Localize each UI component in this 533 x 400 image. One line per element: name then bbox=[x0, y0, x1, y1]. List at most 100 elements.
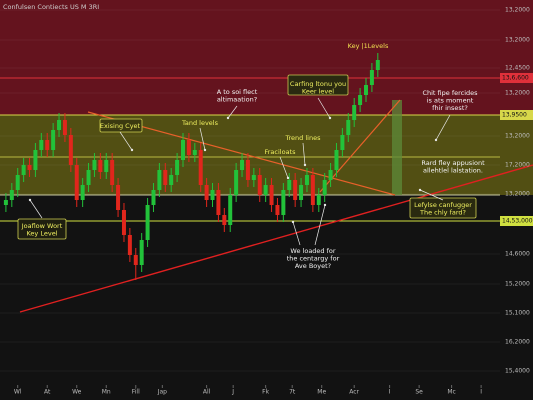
candle-body bbox=[86, 170, 91, 185]
annotation-box bbox=[17, 218, 67, 240]
annotation-text: Ave Boyet? bbox=[295, 262, 331, 270]
y-tick-label: 13,2000 bbox=[505, 133, 530, 140]
candle-body bbox=[316, 195, 321, 205]
breakout-line bbox=[319, 99, 401, 193]
annotation-text: Trend lines bbox=[285, 134, 322, 142]
candle-body bbox=[151, 190, 156, 205]
candle-body bbox=[358, 95, 363, 105]
candle-body bbox=[180, 140, 185, 160]
y-tick-label: 13,2000 bbox=[505, 37, 530, 44]
annotation-text: Keer level bbox=[302, 88, 334, 96]
candle-body bbox=[334, 150, 339, 170]
zone bbox=[0, 0, 533, 115]
annotation-text: A to soi flect bbox=[217, 88, 258, 96]
annotation-arrow bbox=[119, 131, 133, 151]
y-tick-label: 14,6000 bbox=[505, 251, 530, 258]
arrow-tip bbox=[226, 116, 230, 120]
arrow-tip bbox=[28, 198, 32, 202]
candle-body bbox=[216, 190, 221, 215]
candle-body bbox=[310, 175, 315, 205]
arrow-tip bbox=[418, 188, 422, 192]
candle-body bbox=[328, 170, 333, 180]
candle-body bbox=[299, 185, 304, 200]
candle-body bbox=[287, 180, 292, 190]
candle-body bbox=[45, 140, 50, 150]
annotation-text: Carfing ltonu you bbox=[290, 80, 346, 88]
candle-body bbox=[269, 185, 274, 205]
annotation-arrow bbox=[302, 142, 306, 166]
annotation-arrow bbox=[227, 105, 238, 119]
annotation-arrow bbox=[314, 204, 326, 246]
candle-body bbox=[98, 160, 103, 172]
arrow-tip bbox=[286, 176, 290, 180]
candle-body bbox=[192, 150, 197, 155]
candle-body bbox=[33, 150, 38, 170]
arrow-tip bbox=[130, 148, 134, 152]
candle-body bbox=[198, 150, 203, 185]
y-tick-label: 15,4000 bbox=[505, 368, 530, 375]
candle-body bbox=[133, 255, 138, 265]
level-badge bbox=[500, 73, 533, 83]
candle-body bbox=[175, 160, 180, 175]
annotation-text: Key |1Levels bbox=[348, 42, 389, 50]
annotation-text: the centargy for bbox=[287, 255, 340, 263]
annotation-arrow bbox=[279, 156, 289, 179]
x-tick-label: Fk bbox=[262, 389, 269, 396]
annotation-arrow bbox=[292, 221, 301, 246]
y-tick-label: 15,2000 bbox=[505, 281, 530, 288]
x-tick-label: 7t bbox=[289, 389, 296, 396]
x-tick-label: We bbox=[72, 389, 82, 396]
candle-body bbox=[234, 170, 239, 195]
annotation-text: Lefylse canfugger bbox=[414, 201, 472, 209]
candle-body bbox=[228, 195, 233, 225]
x-tick-label: J bbox=[231, 389, 234, 396]
candle-body bbox=[340, 135, 345, 150]
x-tick-label: Me bbox=[317, 389, 326, 396]
level-label: 14,53,000 bbox=[502, 218, 533, 225]
y-tick-label: 13,2000 bbox=[505, 90, 530, 97]
support-trendline bbox=[19, 164, 533, 313]
x-tick-label: Se bbox=[415, 389, 423, 396]
annotation-box bbox=[287, 74, 349, 96]
x-tick-label: All bbox=[203, 389, 211, 396]
x-tick-label: Fill bbox=[132, 389, 140, 396]
candle-body bbox=[163, 170, 168, 185]
candle-body bbox=[251, 175, 256, 180]
candle-body bbox=[74, 165, 79, 200]
candle-body bbox=[257, 175, 262, 195]
y-tick-label: 13,2000 bbox=[505, 7, 530, 14]
annotation-text: Exising Cyet bbox=[100, 122, 141, 130]
candle-body bbox=[110, 160, 115, 185]
annotation-text: Joaflow Wort bbox=[21, 222, 63, 230]
chart-title: Confulsen Contiects US M 3RI bbox=[3, 3, 99, 11]
candle-body bbox=[293, 180, 298, 200]
candle-body bbox=[346, 120, 351, 135]
annotation-arrow bbox=[317, 97, 331, 119]
annotation-arrow bbox=[435, 114, 451, 141]
annotation-text: altimaation? bbox=[217, 96, 257, 104]
candle-body bbox=[62, 120, 67, 135]
annotation-text: is ats moment bbox=[427, 97, 474, 105]
annotation-text: Rard fley appusiont bbox=[421, 159, 485, 167]
annotation-text: Chit fipe fercides bbox=[422, 89, 478, 97]
level-label: 13,9500 bbox=[502, 112, 527, 119]
candle-body bbox=[15, 175, 20, 190]
annotation-arrow bbox=[29, 199, 43, 219]
candle-body bbox=[375, 60, 380, 70]
candle-body bbox=[204, 185, 209, 200]
annotation-text: Key Level bbox=[26, 230, 57, 238]
candle-body bbox=[21, 165, 26, 175]
candle-body bbox=[352, 105, 357, 120]
y-tick-label: 15,1000 bbox=[505, 310, 530, 317]
candle-body bbox=[121, 210, 126, 235]
level-badge bbox=[500, 216, 533, 226]
annotation-text: allehtlel lalstation. bbox=[423, 167, 483, 175]
candle-body bbox=[39, 140, 44, 150]
candle-body bbox=[240, 160, 245, 170]
annotation-text: fhir insest? bbox=[432, 104, 468, 112]
candle-body bbox=[139, 240, 144, 265]
annotation-text: We loaded for bbox=[290, 247, 335, 255]
y-tick-label: 17,2000 bbox=[505, 162, 530, 169]
